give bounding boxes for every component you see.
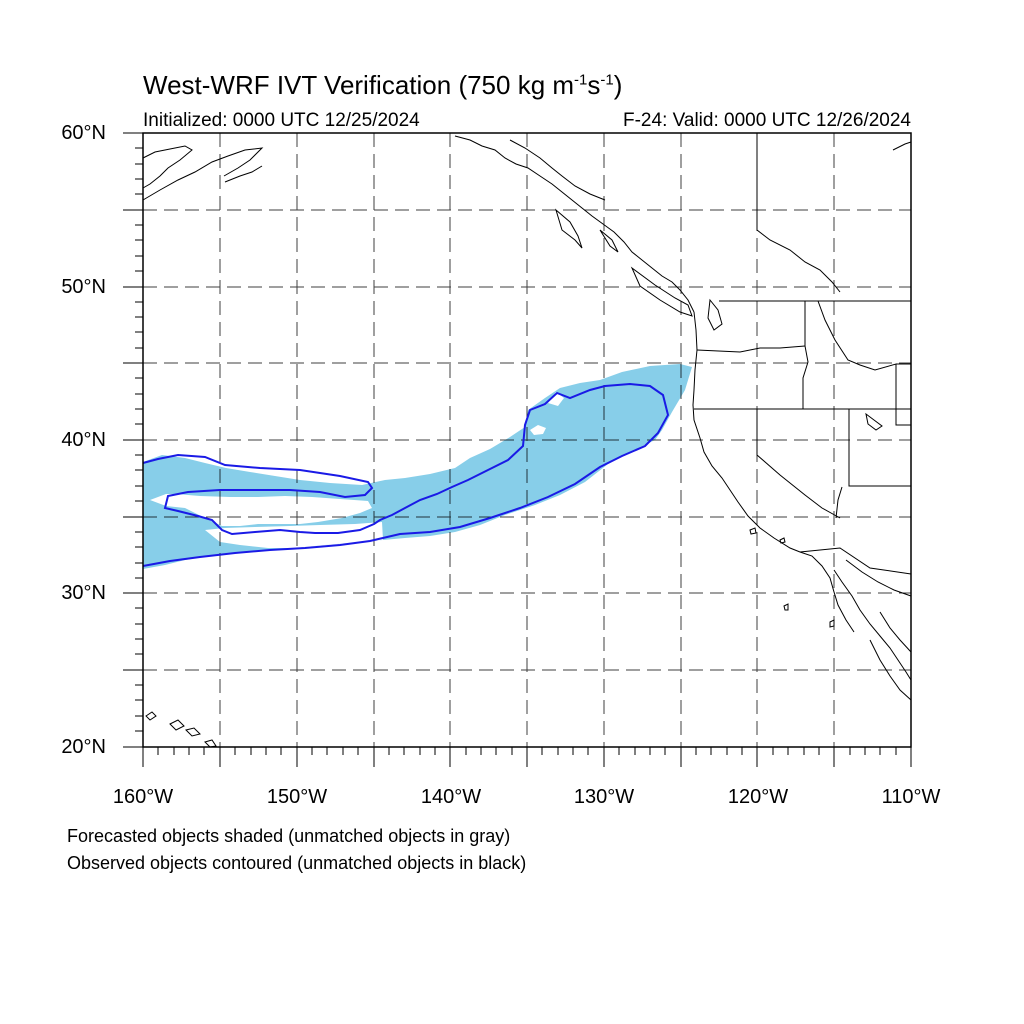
forecast-gap-west-lower [205, 522, 383, 548]
note-forecast: Forecasted objects shaded (unmatched obj… [67, 826, 511, 846]
title-unit-s: s [587, 70, 601, 100]
map-title: West-WRF IVT Verification (750 kg m-1s-1… [143, 70, 622, 101]
lon-label-110w: 110°W [881, 786, 941, 808]
title-suffix: ) [613, 70, 623, 100]
forecast-gap-north [548, 392, 564, 406]
coastlines [142, 133, 912, 748]
lon-label-160w: 160°W [112, 786, 174, 808]
lon-label-150w: 150°W [266, 786, 328, 808]
observed-object-main [142, 382, 670, 567]
lat-label-40n: 40°N [61, 429, 106, 451]
forecast-gap-small [530, 425, 546, 435]
lon-label-130w: 130°W [573, 786, 635, 808]
title-exponent-2: -1 [600, 71, 614, 89]
lat-label-20n: 20°N [61, 736, 106, 758]
lat-label-30n: 30°N [61, 582, 106, 604]
lon-label-140w: 140°W [420, 786, 482, 808]
tick-marks [123, 132, 912, 767]
valid-time: F-24: Valid: 0000 UTC 12/26/2024 [623, 110, 911, 131]
lon-label-120w: 120°W [727, 786, 789, 808]
note-observed: Observed objects contoured (unmatched ob… [67, 853, 527, 873]
title-exponent-1: -1 [574, 71, 588, 89]
initialized-time: Initialized: 0000 UTC 12/25/2024 [143, 110, 420, 131]
lat-label-50n: 50°N [61, 276, 106, 298]
grid-lines [143, 133, 911, 747]
lat-label-60n: 60°N [61, 122, 106, 144]
title-prefix: West-WRF IVT Verification (750 kg m [143, 70, 575, 100]
